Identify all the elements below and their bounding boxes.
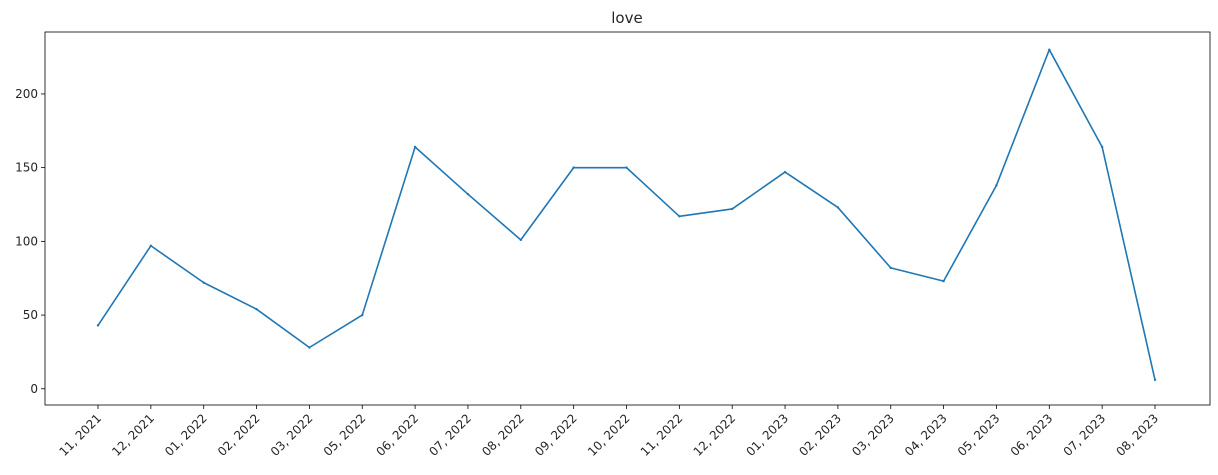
y-tick-label-2: 100 bbox=[15, 234, 38, 248]
data-point-0-14 bbox=[836, 206, 840, 209]
data-point-0-3 bbox=[255, 307, 258, 311]
x-tick-label-20: 08, 2023 bbox=[1113, 411, 1161, 459]
data-point-0-2 bbox=[202, 281, 205, 284]
x-tick-label-6: 06, 2022 bbox=[374, 411, 422, 459]
plot-frame bbox=[44, 31, 1211, 406]
x-tick-label-16: 04, 2023 bbox=[902, 411, 950, 459]
x-tick-label-11: 11, 2022 bbox=[638, 411, 686, 459]
x-tick-label-4: 03, 2022 bbox=[268, 411, 316, 459]
data-point-0-8 bbox=[519, 238, 522, 242]
x-tick-label-14: 02, 2023 bbox=[796, 411, 844, 459]
x-tick-label-15: 03, 2023 bbox=[849, 411, 897, 459]
data-point-0-1 bbox=[149, 244, 153, 247]
chart-title: love bbox=[611, 9, 642, 27]
data-point-0-5 bbox=[361, 313, 364, 317]
x-tick-label-2: 01, 2022 bbox=[162, 411, 210, 459]
data-point-0-15 bbox=[889, 266, 892, 270]
data-point-0-4 bbox=[308, 346, 311, 349]
series-line-0 bbox=[97, 48, 1156, 381]
data-point-0-0 bbox=[96, 324, 100, 327]
data-point-0-7 bbox=[466, 192, 470, 196]
data-point-0-11 bbox=[678, 215, 681, 218]
x-tick-label-17: 05, 2023 bbox=[955, 411, 1003, 459]
x-tick-label-13: 01, 2023 bbox=[743, 411, 791, 459]
x-tick-label-9: 09, 2022 bbox=[532, 411, 580, 459]
data-point-0-10 bbox=[625, 166, 628, 169]
x-tick-label-1: 12, 2021 bbox=[109, 411, 157, 459]
data-point-0-17 bbox=[995, 184, 998, 187]
x-tick-label-5: 05, 2022 bbox=[321, 411, 369, 459]
x-tick-label-3: 02, 2022 bbox=[215, 411, 263, 459]
x-tick-label-0: 11, 2021 bbox=[56, 411, 104, 459]
x-tick-label-7: 07, 2022 bbox=[426, 411, 474, 459]
data-point-0-20 bbox=[1153, 378, 1157, 382]
y-tick-label-1: 50 bbox=[23, 308, 38, 322]
x-tick-label-12: 12, 2022 bbox=[691, 411, 739, 459]
x-tick-label-18: 06, 2023 bbox=[1008, 411, 1056, 459]
x-tick-label-19: 07, 2023 bbox=[1061, 411, 1109, 459]
y-tick-label-0: 0 bbox=[30, 382, 38, 396]
data-point-0-18 bbox=[1048, 48, 1051, 51]
data-point-0-16 bbox=[942, 279, 945, 283]
x-tick-label-8: 08, 2022 bbox=[479, 411, 527, 459]
data-point-0-19 bbox=[1100, 145, 1104, 149]
data-point-0-12 bbox=[731, 207, 734, 211]
data-point-0-13 bbox=[783, 170, 787, 174]
x-tick-label-10: 10, 2022 bbox=[585, 411, 633, 459]
y-tick-label-3: 150 bbox=[15, 161, 38, 175]
data-point-0-9 bbox=[572, 166, 575, 169]
y-tick-label-4: 200 bbox=[15, 87, 38, 101]
data-point-0-6 bbox=[413, 145, 417, 149]
